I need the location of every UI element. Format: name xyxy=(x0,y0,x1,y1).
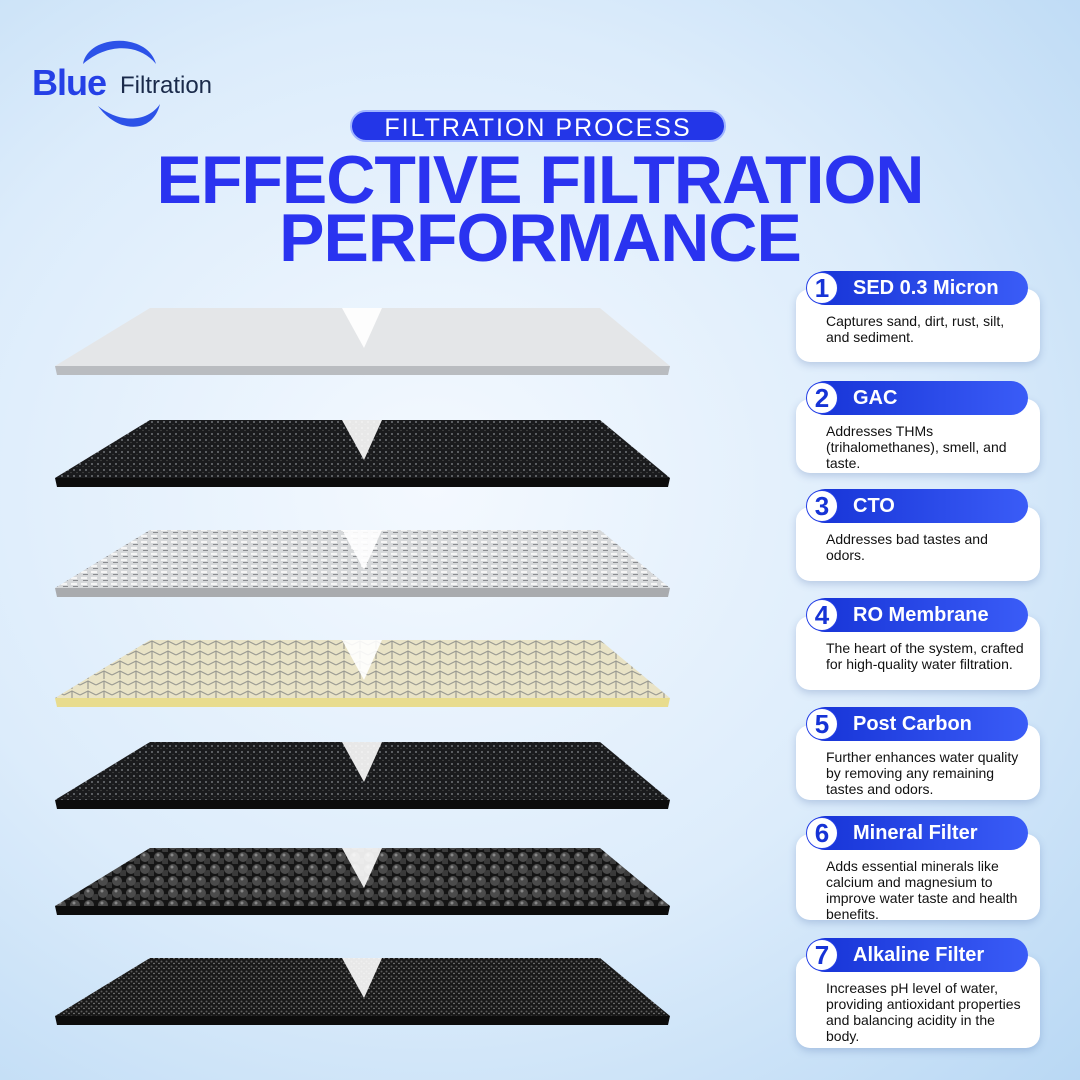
section-tag: FILTRATION PROCESS xyxy=(350,110,726,142)
stage-card: 7 Alkaline Filter Increases pH level of wa… xyxy=(796,938,1040,1048)
stage-description: Addresses bad tastes and odors. xyxy=(826,531,988,563)
stage-description: Addresses THMs (trihalomethanes), smell,… xyxy=(826,423,1007,471)
stage-description: Adds essential minerals like calcium and… xyxy=(826,858,1018,922)
stage-header: 6 Mineral Filter xyxy=(806,816,1028,850)
stage-name: RO Membrane xyxy=(853,604,989,626)
stage-card: 5 Post Carbon Further enhances water quali… xyxy=(796,707,1040,800)
stage-card: 4 RO Membrane The heart of the system, cra… xyxy=(796,598,1040,690)
stage-header: 7 Alkaline Filter xyxy=(806,938,1028,972)
stage-number: 7 xyxy=(806,939,838,971)
water-flow xyxy=(342,640,382,680)
stage-number: 3 xyxy=(806,490,838,522)
stage-header: 5 Post Carbon xyxy=(806,707,1028,741)
layer-edge xyxy=(55,478,670,487)
water-flow xyxy=(342,742,382,782)
stage-description: The heart of the system, crafted for hig… xyxy=(826,640,1024,672)
stage-name: SED 0.3 Micron xyxy=(853,277,999,299)
title-line: EFFECTIVE FILTRATION xyxy=(156,142,925,218)
water-flow xyxy=(342,420,382,460)
stage-card: 6 Mineral Filter Adds essential minerals l… xyxy=(796,816,1040,922)
stage-header: 1 SED 0.3 Micron xyxy=(806,271,1028,305)
stage-number: 5 xyxy=(806,708,838,740)
layer-edge xyxy=(55,1016,670,1025)
stage-name: Mineral Filter xyxy=(853,822,978,844)
water-flow xyxy=(342,958,382,998)
stage-description: Captures sand, dirt, rust, silt, and sed… xyxy=(826,313,1005,345)
stage-header: 3 CTO xyxy=(806,489,1028,523)
stage-description: Further enhances water quality by removi… xyxy=(826,749,1019,797)
stage-header: 4 RO Membrane xyxy=(806,598,1028,632)
layer-edge xyxy=(55,588,670,597)
stage-name: GAC xyxy=(853,387,898,409)
water-flow xyxy=(342,848,382,888)
stage-number: 2 xyxy=(806,382,838,414)
stage-header: 2 GAC xyxy=(806,381,1028,415)
layer-edge xyxy=(55,800,670,809)
stage-card: 2 GAC Addresses THMs (trihalomethanes), sm… xyxy=(796,381,1040,473)
stage-number: 6 xyxy=(806,817,838,849)
logo-mark xyxy=(83,40,160,127)
logo-brand: Blue xyxy=(32,62,107,103)
layer-edge xyxy=(55,698,670,707)
stage-number: 1 xyxy=(806,272,838,304)
stage-name: CTO xyxy=(853,495,895,517)
water-flow xyxy=(342,530,382,570)
stage-description: Increases pH level of water, providing a… xyxy=(826,980,1021,1044)
stage-name: Alkaline Filter xyxy=(853,944,985,966)
layer-edge xyxy=(55,906,670,915)
water-flow xyxy=(342,308,382,348)
stage-card: 1 SED 0.3 Micron Captures sand, dirt, rust… xyxy=(796,271,1040,362)
layers xyxy=(55,308,670,1025)
logo-sub: Filtration xyxy=(120,72,213,99)
stage-name: Post Carbon xyxy=(853,713,972,735)
stage-number: 4 xyxy=(806,599,838,631)
layer-edge xyxy=(55,366,670,375)
title-line: PERFORMANCE xyxy=(279,200,802,276)
stage-card: 3 CTO Addresses bad tastes and odors. xyxy=(796,489,1040,581)
logo: Blue Filtration xyxy=(28,34,218,134)
